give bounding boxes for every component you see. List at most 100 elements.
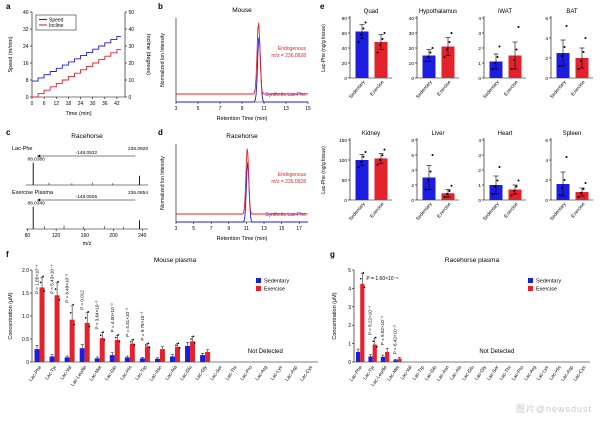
svg-text:2: 2	[348, 323, 351, 329]
svg-text:3: 3	[348, 305, 351, 311]
svg-text:Racehorse plasma: Racehorse plasma	[445, 257, 500, 264]
svg-text:Lac-Cys: Lac-Cys	[299, 364, 314, 382]
svg-text:Concentration (μM): Concentration (μM)	[8, 292, 14, 339]
svg-text:Hypothalamus: Hypothalamus	[419, 9, 457, 15]
svg-text:6: 6	[43, 101, 46, 107]
svg-text:Lac-Gly: Lac-Gly	[194, 364, 209, 381]
svg-text:Retention Time (min): Retention Time (min)	[216, 116, 267, 122]
svg-text:3: 3	[175, 106, 178, 112]
svg-text:Lac-His: Lac-His	[119, 364, 134, 381]
svg-text:4: 4	[478, 16, 481, 22]
svg-text:20: 20	[129, 61, 135, 67]
svg-text:Lac-Phe (ng/g tissue): Lac-Phe (ng/g tissue)	[321, 24, 327, 72]
svg-text:1: 1	[478, 61, 481, 67]
svg-text:2: 2	[545, 56, 548, 62]
svg-text:Lac-Met: Lac-Met	[386, 364, 401, 382]
svg-text:Sedentary: Sedentary	[348, 201, 367, 222]
svg-text:Sedentary: Sedentary	[415, 201, 434, 222]
svg-text:20: 20	[342, 61, 348, 67]
svg-text:Endogenous: Endogenous	[278, 46, 307, 52]
panel-e: Lac-Phe (ng/g tissue) Quad 0 20 40 60 80 Sedent…	[318, 2, 598, 248]
svg-text:Mouse: Mouse	[232, 7, 252, 14]
svg-text:Speed (m/min): Speed (m/min)	[8, 36, 14, 72]
svg-text:1: 1	[478, 183, 481, 189]
svg-text:13: 13	[261, 226, 267, 232]
svg-text:Racehorse: Racehorse	[226, 133, 258, 140]
svg-text:Time (min): Time (min)	[65, 111, 91, 117]
svg-text:200: 200	[109, 233, 118, 239]
svg-text:40: 40	[342, 46, 348, 52]
panel-b-letter: b	[158, 2, 163, 11]
svg-text:iWAT: iWAT	[498, 9, 512, 15]
panel-g-letter: g	[330, 250, 335, 259]
svg-text:5: 5	[197, 106, 200, 112]
svg-text:P = 4.00×10⁻³: P = 4.00×10⁻³	[110, 303, 115, 332]
svg-text:9: 9	[241, 106, 244, 112]
panel-f-letter: f	[6, 250, 9, 259]
svg-text:30: 30	[129, 44, 135, 50]
svg-text:Incline (degrees): Incline (degrees)	[145, 34, 151, 75]
svg-text:Incline: Incline	[49, 23, 64, 29]
svg-text:236.0854: 236.0854	[128, 190, 148, 196]
svg-text:Lac-Met: Lac-Met	[89, 364, 104, 382]
svg-text:11: 11	[261, 106, 266, 112]
svg-text:40: 40	[23, 10, 29, 16]
svg-text:P = 4.41×10⁻³: P = 4.41×10⁻³	[125, 308, 130, 337]
svg-text:4: 4	[478, 138, 481, 144]
svg-text:Lac-Phe: Lac-Phe	[349, 364, 364, 382]
panel-a: 0 8 16 24 32 40 0 10 20 30 40 50 0 6 12 18 24 30 36 42 Speed…	[4, 2, 154, 128]
svg-text:Exercise: Exercise	[369, 201, 386, 219]
svg-text:236.0928: 236.0928	[128, 146, 148, 152]
svg-text:10: 10	[409, 61, 415, 67]
svg-text:0: 0	[348, 360, 351, 366]
svg-text:Kidney: Kidney	[362, 131, 380, 137]
svg-text:4: 4	[545, 36, 548, 42]
svg-text:30: 30	[90, 101, 96, 107]
svg-text:6: 6	[545, 138, 548, 144]
svg-text:7: 7	[210, 226, 213, 232]
svg-text:Sedentary: Sedentary	[482, 201, 501, 222]
svg-text:Racehorse: Racehorse	[71, 133, 103, 140]
svg-text:16: 16	[23, 61, 29, 67]
svg-text:Sedentary: Sedentary	[549, 201, 568, 222]
svg-text:m/z = 236.0928: m/z = 236.0928	[271, 179, 306, 185]
svg-text:Lac-Phe: Lac-Phe	[28, 364, 43, 382]
panel-a-letter: a	[6, 2, 11, 11]
svg-text:Spleen: Spleen	[563, 131, 582, 137]
svg-text:24: 24	[78, 101, 84, 107]
svg-text:Sedentary: Sedentary	[536, 279, 561, 285]
svg-text:Exercise Plasma: Exercise Plasma	[12, 190, 54, 196]
panel-a-chart: 0 8 16 24 32 40 0 10 20 30 40 50 0 6 12 18 24 30 36 42 Speed…	[8, 10, 151, 117]
panel-f: Mouse plasma 0 0.5 1.0 1.5 2.0 Concentration (…	[4, 250, 326, 418]
svg-text:20: 20	[409, 46, 415, 52]
svg-text:2: 2	[478, 168, 481, 174]
svg-text:4: 4	[348, 286, 351, 292]
svg-text:10: 10	[129, 78, 135, 84]
svg-text:Exercise: Exercise	[503, 79, 520, 97]
svg-text:Sedentary: Sedentary	[549, 79, 568, 100]
svg-text:88.0349: 88.0349	[28, 201, 46, 207]
svg-text:Lac-Glu: Lac-Glu	[179, 364, 194, 381]
panel-d-chart: Racehorse 3 5 7 9 11 13 15 17 Synthetic Lac-Phe En…	[160, 133, 308, 242]
svg-text:Lac-Phe (ng/g tissue): Lac-Phe (ng/g tissue)	[321, 146, 327, 194]
svg-text:0.5: 0.5	[22, 337, 29, 343]
svg-text:Exercise: Exercise	[503, 201, 520, 219]
svg-text:9: 9	[227, 226, 230, 232]
svg-text:Synthetic Lac-Phe: Synthetic Lac-Phe	[265, 212, 306, 218]
panel-c: Racehorse Lac-Phe 88.0386 236.0928 -148.0532…	[4, 128, 154, 248]
svg-text:2: 2	[545, 178, 548, 184]
svg-text:P = 3.64×10⁻³: P = 3.64×10⁻³	[95, 300, 100, 329]
svg-text:18: 18	[66, 101, 72, 107]
svg-text:30: 30	[409, 31, 415, 37]
svg-text:Synthetic Lac-Phe: Synthetic Lac-Phe	[265, 92, 306, 98]
svg-text:Not Detected: Not Detected	[248, 349, 283, 355]
svg-text:P = 1.05×10⁻⁴: P = 1.05×10⁻⁴	[35, 265, 40, 294]
svg-text:0: 0	[411, 198, 414, 204]
svg-text:36: 36	[102, 101, 108, 107]
svg-text:BAT: BAT	[566, 9, 578, 15]
svg-text:Mouse plasma: Mouse plasma	[154, 257, 197, 264]
svg-text:4: 4	[411, 168, 414, 174]
svg-text:8: 8	[26, 78, 29, 84]
svg-text:Exercise: Exercise	[536, 287, 557, 293]
